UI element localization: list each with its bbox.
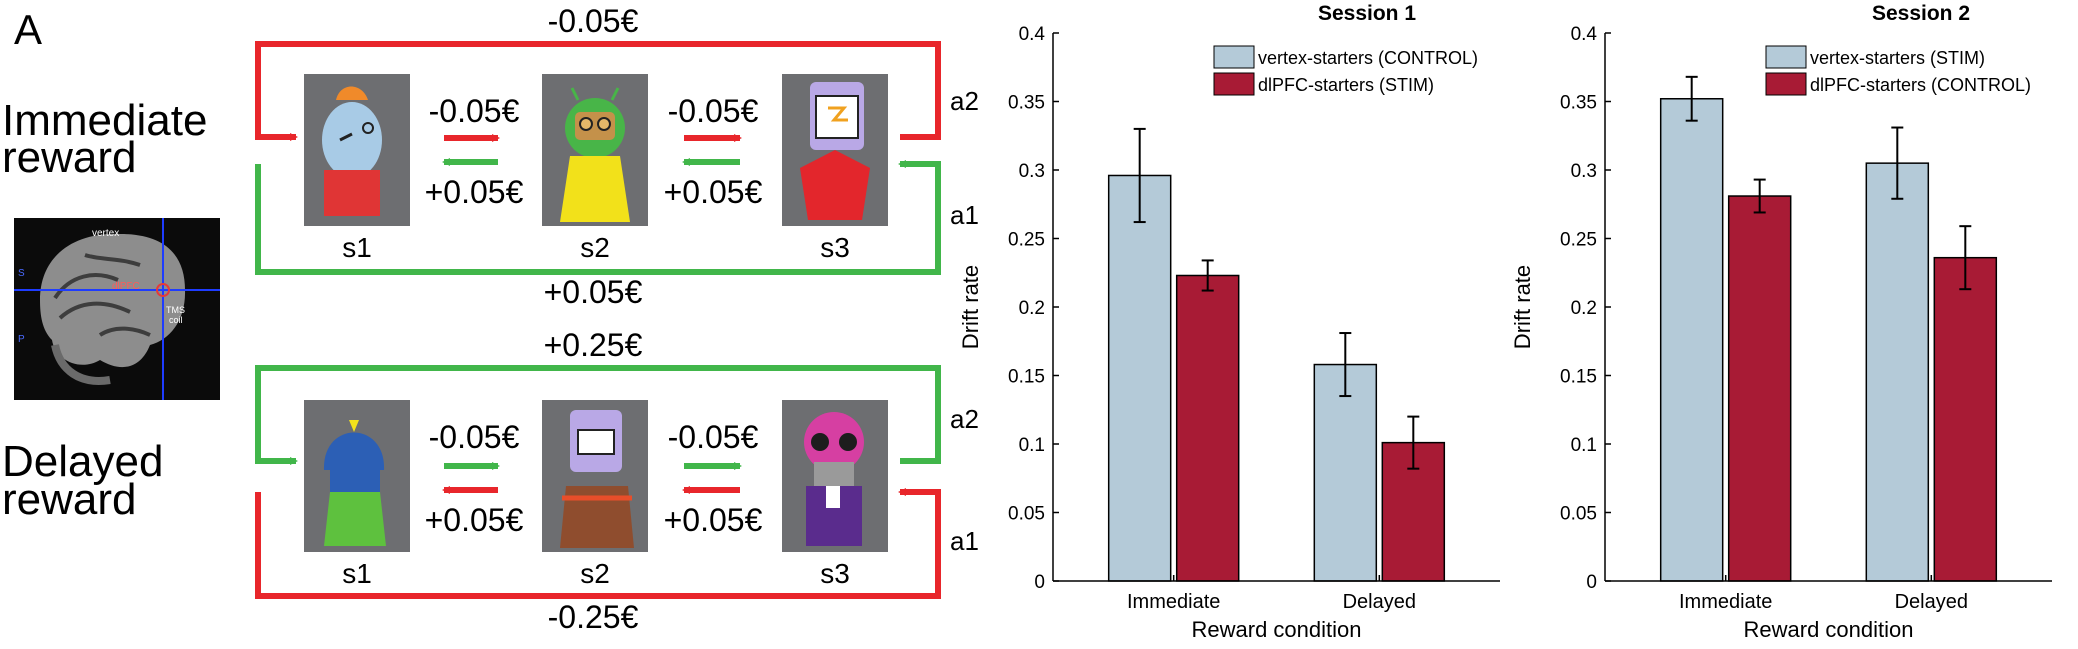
row1-diagram: s1 s2 s3 -0.05€ +0.05€ -0.05€ +0.05€ -0.… — [255, 3, 979, 310]
y-tick-label: 0.1 — [1571, 435, 1597, 456]
row2-fwd-value-1: -0.05€ — [429, 419, 520, 455]
row1-state-card-3 — [782, 74, 888, 226]
y-tick-label: 0.35 — [1008, 93, 1045, 114]
x-axis-label: Reward condition — [1744, 617, 1914, 642]
y-tick-label: 0 — [1586, 572, 1597, 593]
row2-label-line2: reward — [2, 475, 137, 524]
y-tick-label: 0.4 — [1571, 24, 1598, 45]
row1-label-line1: Immediate — [2, 96, 207, 145]
legend-swatch — [1765, 72, 1807, 96]
y-axis-label: Drift rate — [1510, 265, 1535, 349]
row2-bottom-value: -0.25€ — [548, 599, 639, 635]
row2-state-card-1 — [304, 400, 410, 552]
row2-top-value: +0.25€ — [544, 327, 643, 363]
y-tick-label: 0 — [1034, 572, 1045, 593]
brain-dlpfc-label: dlPFC — [112, 281, 140, 292]
row1-state-label-3: s3 — [820, 232, 850, 263]
row1-a1-label: a1 — [950, 200, 979, 230]
row1-a2-loop-arrow — [255, 41, 941, 141]
bar-blue-immediate — [1107, 174, 1172, 582]
row2-back-value-2: +0.05€ — [664, 502, 763, 538]
x-axis-label: Reward condition — [1192, 617, 1362, 642]
y-tick-label: 0.4 — [1019, 24, 1046, 45]
panel-label: A — [14, 6, 42, 53]
row2-a2-loop-arrow — [255, 365, 941, 465]
row2-label-line1: Delayed — [2, 437, 163, 486]
row1-fwd-value-1: -0.05€ — [429, 93, 520, 129]
row2-fwd-value-2: -0.05€ — [668, 419, 759, 455]
y-tick-label: 0.3 — [1571, 161, 1597, 182]
legend-label: dlPFC-starters (CONTROL) — [1810, 75, 2031, 95]
row1-state-label-1: s1 — [342, 232, 372, 263]
bar-red-delayed — [1933, 256, 1998, 582]
row2-state-card-3 — [782, 400, 888, 552]
legend-swatch — [1213, 72, 1255, 96]
chart-title: Session 2 — [1872, 2, 1970, 25]
legend-label: vertex-starters (CONTROL) — [1258, 48, 1478, 68]
y-tick-label: 0.05 — [1560, 504, 1597, 525]
x-tick-label: Immediate — [1127, 591, 1220, 613]
x-tick-label: Delayed — [1343, 591, 1416, 613]
row2-a2-label: a2 — [950, 404, 979, 434]
y-tick-label: 0.35 — [1560, 93, 1597, 114]
legend-swatch — [1213, 45, 1255, 69]
y-axis-label: Drift rate — [958, 265, 983, 349]
row1-bottom-value: +0.05€ — [544, 274, 643, 310]
y-tick-label: 0.05 — [1008, 504, 1045, 525]
row1-label-line2: reward — [2, 133, 137, 182]
brain-vertex-label: vertex — [92, 228, 119, 239]
row2-back-value-1: +0.05€ — [425, 502, 524, 538]
bar-red-immediate — [1727, 195, 1792, 582]
brain-s-label: S — [18, 268, 25, 279]
row2-state-card-2 — [542, 400, 648, 552]
row1-a1-loop-arrow — [255, 160, 941, 275]
row1-state-card-2 — [542, 74, 648, 226]
y-tick-label: 0.1 — [1019, 435, 1045, 456]
y-tick-label: 0.15 — [1560, 367, 1597, 388]
x-tick-label: Delayed — [1895, 591, 1968, 613]
bar-red-immediate — [1175, 274, 1240, 582]
brain-tms-label: TMS — [166, 305, 185, 315]
bar-blue-immediate — [1659, 98, 1724, 582]
y-tick-label: 0.15 — [1008, 367, 1045, 388]
row2-state-label-3: s3 — [820, 558, 850, 589]
row2-diagram: s1 s2 s3 +0.25€ -0.25€ -0.05€ +0.05€ -0.… — [255, 327, 979, 635]
y-tick-label: 0.25 — [1560, 230, 1597, 251]
row1-fwd-value-2: -0.05€ — [668, 93, 759, 129]
row1-a2-label: a2 — [950, 86, 979, 116]
chart-session-1: Session 1 0 0.05 0.1 0.15 0.2 0.25 0.3 0.35 0.4 Im… — [958, 2, 1500, 642]
legend-label: dlPFC-starters (STIM) — [1258, 75, 1434, 95]
row1-state-card-1 — [304, 74, 410, 226]
row2-a1-loop-arrow — [255, 488, 941, 599]
chart-session-2: Session 2 0 0.05 0.1 0.15 0.2 0.25 0.3 0.35 0.4 Im… — [1510, 2, 2052, 642]
y-tick-label: 0.2 — [1019, 298, 1045, 319]
brain-mri-image: vertex dlPFC TMS coil S P — [14, 218, 220, 400]
y-tick-label: 0.25 — [1008, 230, 1045, 251]
bar-blue-delayed — [1865, 162, 1930, 582]
row2-a1-label: a1 — [950, 526, 979, 556]
row2-state-label-2: s2 — [580, 558, 610, 589]
y-tick-label: 0.2 — [1571, 298, 1597, 319]
chart-title: Session 1 — [1318, 2, 1416, 25]
row1-back-value-1: +0.05€ — [425, 174, 524, 210]
y-tick-label: 0.3 — [1019, 161, 1045, 182]
row1-state-label-2: s2 — [580, 232, 610, 263]
row1-back-value-2: +0.05€ — [664, 174, 763, 210]
row1-top-value: -0.05€ — [548, 3, 639, 39]
x-tick-label: Immediate — [1679, 591, 1772, 613]
brain-coil-label: coil — [169, 315, 183, 325]
legend-swatch — [1765, 45, 1807, 69]
brain-p-label: P — [18, 334, 25, 345]
row2-state-label-1: s1 — [342, 558, 372, 589]
legend-label: vertex-starters (STIM) — [1810, 48, 1985, 68]
